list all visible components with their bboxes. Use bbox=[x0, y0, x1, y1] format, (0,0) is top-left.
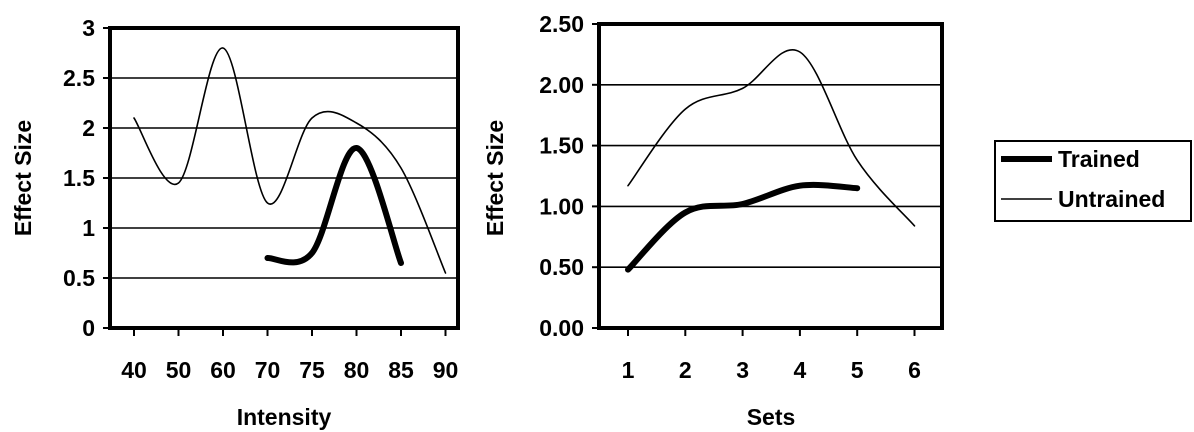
legend: Trained Untrained bbox=[994, 140, 1192, 222]
untrained-series-line bbox=[133, 47, 447, 274]
sets-x-axis-title: Sets bbox=[747, 404, 796, 430]
x-tick-label: 4 bbox=[794, 357, 807, 383]
sets-y-ticks: 0.00 0.50 1.00 1.50 2.00 2.50 bbox=[539, 11, 599, 341]
sets-series bbox=[625, 49, 916, 273]
x-tick-label: 40 bbox=[121, 357, 147, 383]
y-tick-label: 0.50 bbox=[539, 254, 584, 280]
y-tick-label: 0 bbox=[82, 315, 95, 341]
y-tick-label: 0.00 bbox=[539, 315, 584, 341]
sets-gridlines bbox=[599, 84, 942, 269]
sets-plot-area bbox=[597, 22, 944, 330]
intensity-series bbox=[133, 47, 447, 274]
sets-x-ticks: 1 2 3 4 5 6 bbox=[622, 328, 921, 383]
trained-series-line bbox=[264, 145, 404, 266]
intensity-x-ticks: 40 50 60 70 75 80 85 90 bbox=[121, 328, 458, 383]
y-tick-label: 3 bbox=[82, 15, 95, 41]
y-tick-label: 2.50 bbox=[539, 11, 584, 37]
x-tick-label: 80 bbox=[344, 357, 370, 383]
y-tick-label: 2.5 bbox=[63, 65, 95, 91]
x-tick-label: 3 bbox=[736, 357, 749, 383]
legend-box bbox=[994, 140, 1192, 222]
sets-y-axis-title: Effect Size bbox=[482, 120, 508, 236]
x-tick-label: 50 bbox=[166, 357, 192, 383]
x-tick-label: 60 bbox=[210, 357, 236, 383]
x-tick-label: 5 bbox=[851, 357, 864, 383]
y-tick-label: 1.00 bbox=[539, 193, 584, 219]
legend-untrained-label: Untrained bbox=[1058, 186, 1165, 212]
y-tick-label: 2.00 bbox=[539, 72, 584, 98]
x-tick-label: 6 bbox=[908, 357, 921, 383]
y-tick-label: 1 bbox=[82, 215, 95, 241]
intensity-x-axis-title: Intensity bbox=[237, 404, 332, 430]
legend-trained-label: Trained bbox=[1058, 146, 1140, 172]
x-tick-label: 1 bbox=[622, 357, 635, 383]
y-tick-label: 0.5 bbox=[63, 265, 95, 291]
y-tick-label: 1.5 bbox=[63, 165, 95, 191]
y-tick-label: 1.50 bbox=[539, 133, 584, 159]
intensity-y-ticks: 0 0.5 1 1.5 2 2.5 3 bbox=[63, 15, 110, 341]
x-tick-label: 2 bbox=[679, 357, 692, 383]
y-tick-label: 2 bbox=[82, 115, 95, 141]
x-tick-label: 70 bbox=[255, 357, 281, 383]
x-tick-label: 85 bbox=[388, 357, 414, 383]
x-tick-label: 75 bbox=[299, 357, 325, 383]
intensity-y-axis-title: Effect Size bbox=[10, 120, 36, 236]
intensity-chart: 0 0.5 1 1.5 2 2.5 3 40 50 60 70 75 80 85 90 Intensity… bbox=[10, 15, 460, 430]
x-tick-label: 90 bbox=[433, 357, 459, 383]
sets-chart: 0.00 0.50 1.00 1.50 2.00 2.50 1 2 3 4 5 6 Sets Eff… bbox=[482, 11, 944, 430]
untrained-series-line bbox=[627, 49, 916, 227]
trained-series-line bbox=[625, 181, 861, 273]
intensity-gridlines bbox=[110, 77, 458, 279]
